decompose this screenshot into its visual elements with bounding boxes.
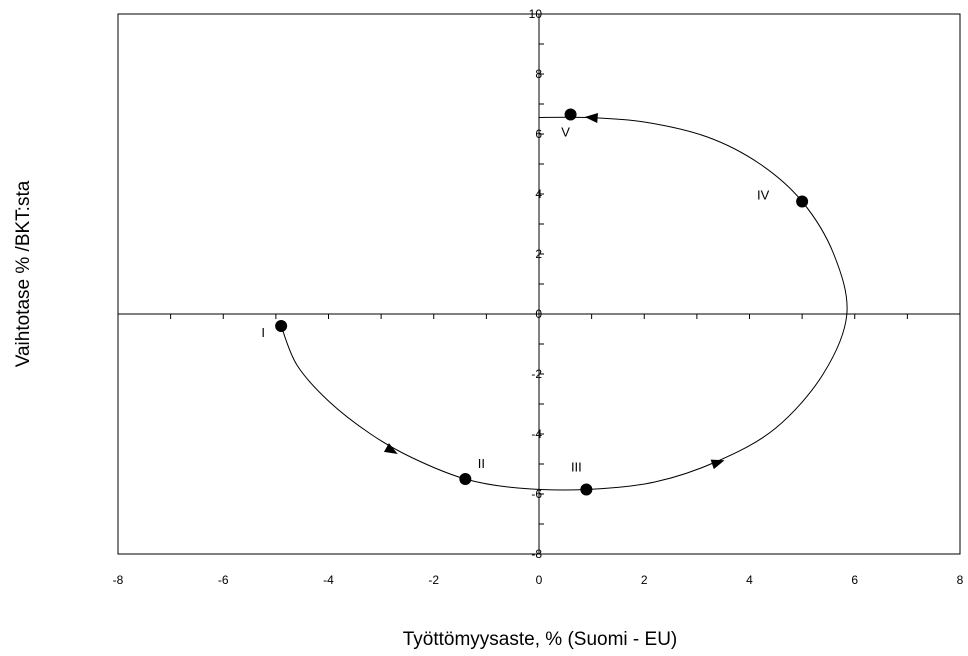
point-label: II xyxy=(478,456,485,471)
y-tick-label: -8 xyxy=(531,547,542,561)
x-tick-label: 0 xyxy=(536,573,543,587)
x-axis-title: Työttömyysaste, % (Suomi - EU) xyxy=(403,629,678,650)
data-point xyxy=(564,108,577,121)
x-tick-label: -8 xyxy=(113,573,124,587)
point-label: V xyxy=(561,125,570,140)
data-point xyxy=(796,195,809,208)
y-tick-label: 8 xyxy=(535,67,542,81)
x-tick-label: 8 xyxy=(957,573,964,587)
y-tick-label: 6 xyxy=(535,127,542,141)
point-label: IV xyxy=(757,188,770,203)
y-axis-title: Vaihtotase % /BKT:sta xyxy=(13,180,34,367)
y-tick-label: 10 xyxy=(529,7,543,21)
y-tick-label: -4 xyxy=(531,427,542,441)
y-tick-labels: -8 -6 -4 -2 0 2 4 6 8 10 xyxy=(529,7,543,561)
y-tick-label: 0 xyxy=(535,307,542,321)
point-label: I xyxy=(261,325,265,340)
y-tick-label: 4 xyxy=(535,187,542,201)
data-point xyxy=(580,483,593,496)
direction-arrows xyxy=(383,112,725,470)
x-tick-label: -6 xyxy=(218,573,229,587)
y-ticks xyxy=(539,13,544,555)
data-point xyxy=(275,320,288,332)
y-tick-label: 2 xyxy=(535,247,542,261)
x-tick-label: -4 xyxy=(323,573,334,587)
x-tick-label: 6 xyxy=(851,573,858,587)
y-tick-label: -2 xyxy=(531,367,542,381)
arrow-marker xyxy=(710,459,725,470)
arrow-marker xyxy=(383,443,398,454)
x-tick-label: 2 xyxy=(641,573,648,587)
data-point xyxy=(459,473,472,485)
x-ticks xyxy=(117,314,961,319)
y-tick-label: -6 xyxy=(531,487,542,501)
data-points xyxy=(275,108,809,496)
cycle-curve xyxy=(280,116,848,491)
arrow-marker xyxy=(584,112,598,123)
x-tick-label: 4 xyxy=(746,573,753,587)
point-label: III xyxy=(571,460,582,475)
x-tick-label: -2 xyxy=(428,573,439,587)
x-tick-labels: -8 -6 -4 -2 0 2 4 6 8 xyxy=(113,573,964,587)
